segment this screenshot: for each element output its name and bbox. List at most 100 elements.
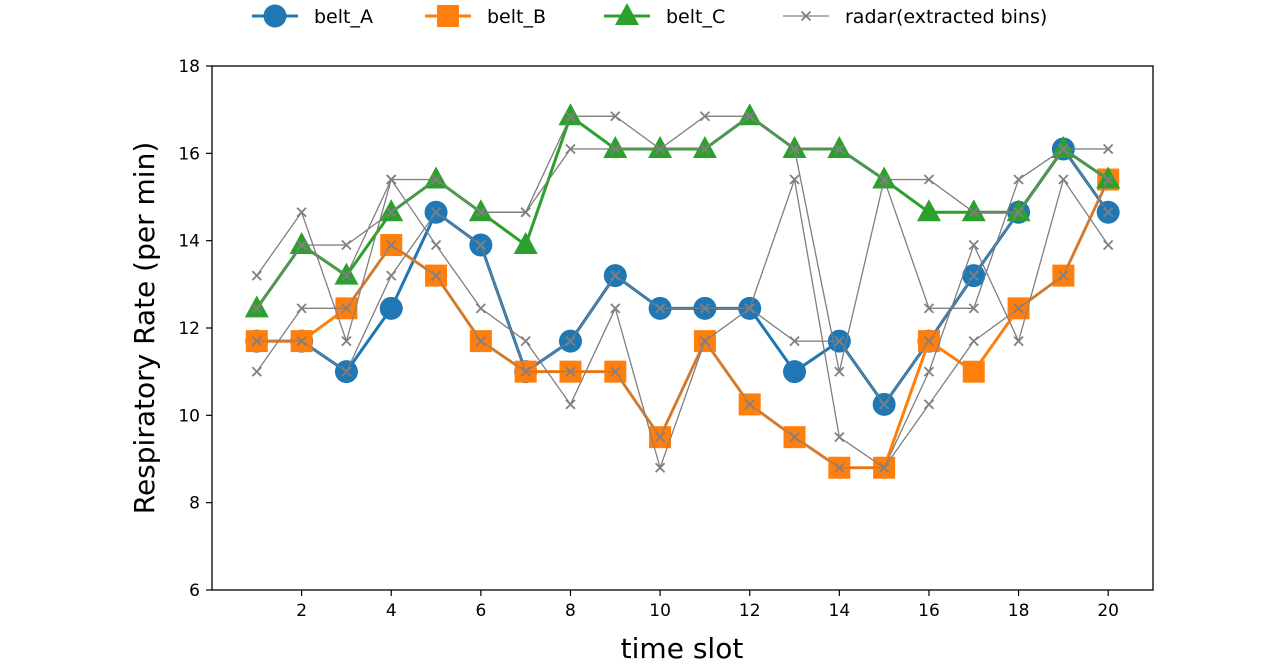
radar-point [430, 207, 442, 218]
x-tick-label: 8 [565, 601, 576, 621]
legend-swatch-marker [615, 3, 639, 25]
radar-point [565, 366, 576, 377]
radar-point [475, 303, 486, 314]
belt_C-point [916, 199, 941, 222]
y-tick-label: 16 [178, 144, 200, 164]
x-tick-label: 10 [649, 601, 671, 621]
radar-point [699, 303, 711, 314]
x-tick-label: 4 [386, 601, 397, 621]
radar-point [744, 111, 755, 122]
radar-point [296, 303, 307, 314]
radar-point [1013, 207, 1024, 218]
radar-point [296, 239, 307, 251]
radar-point [968, 303, 979, 314]
radar-point [1103, 143, 1114, 155]
belt-series [244, 103, 1121, 479]
radar-point [610, 303, 621, 314]
radar-point [1103, 207, 1114, 218]
legend-swatch-marker [263, 4, 287, 28]
belt_A-point [783, 360, 807, 384]
belt_C-point [782, 135, 807, 158]
belt_B-point [962, 360, 985, 383]
radar-point [834, 335, 845, 347]
x-tick-label: 18 [1008, 601, 1030, 621]
radar-point [744, 303, 755, 314]
radar-point [968, 239, 979, 251]
radar-point [565, 399, 576, 410]
radar-point [430, 270, 442, 281]
y-tick-label: 14 [178, 232, 200, 252]
radar-point [654, 143, 666, 155]
radar-point [923, 174, 935, 185]
radar-point [789, 432, 800, 443]
y-tick-label: 6 [189, 581, 200, 601]
legend-label: radar(extracted bins) [845, 6, 1047, 28]
belt_C-point [513, 232, 538, 255]
radar-point [1013, 303, 1024, 314]
radar-point [699, 335, 711, 347]
radar-point [834, 366, 845, 377]
radar-point [1013, 335, 1024, 347]
radar-point [475, 207, 486, 218]
radar-point [923, 399, 935, 410]
radar-point [610, 143, 621, 155]
x-tick-label: 12 [739, 601, 761, 621]
radar-point [923, 366, 935, 377]
x-axis-title: time slot [621, 632, 744, 664]
radar-point [789, 174, 800, 185]
legend-item-radar(extracted bins): radar(extracted bins) [783, 6, 1047, 28]
legend-label: belt_C [666, 6, 725, 28]
belt_C-point [1096, 166, 1121, 189]
series-belt_B [245, 168, 1120, 479]
radar-point [386, 239, 397, 251]
radar-point [968, 270, 979, 281]
axes: 2 4 6 8 10 12 14 16 18 20 6 8 10 12 14 16 18 [178, 57, 1119, 621]
y-tick-label: 10 [178, 406, 200, 426]
x-tick-label: 16 [918, 601, 940, 621]
radar-point [923, 303, 935, 314]
radar-point [251, 366, 262, 377]
belt_C-point [424, 166, 449, 189]
radar-point [341, 239, 352, 251]
legend-swatch-marker [437, 5, 459, 27]
radar-point [789, 143, 800, 155]
radar-point [699, 111, 711, 122]
radar-point [1103, 174, 1114, 185]
radar-point [654, 462, 666, 473]
radar-point [430, 239, 442, 251]
radar-point [610, 111, 621, 122]
y-tick-label: 18 [178, 57, 200, 77]
legend-label: belt_A [314, 6, 373, 28]
radar-point [1103, 239, 1114, 251]
radar-point [251, 270, 262, 281]
radar-point [744, 399, 755, 410]
radar-point [968, 335, 979, 347]
belt_C-point [648, 135, 673, 158]
y-axis-title: Respiratory Rate (per min) [128, 142, 161, 515]
x-tick-label: 20 [1097, 601, 1119, 621]
radar-point [923, 335, 935, 347]
radar-point [386, 207, 397, 218]
y-tick-label: 8 [189, 494, 200, 514]
x-tick-label: 14 [829, 601, 851, 621]
legend: belt_A belt_B belt_C radar(extracted bins) [252, 3, 1047, 28]
radar-point [654, 303, 666, 314]
belt_C-point [244, 295, 269, 318]
belt_C-point [692, 135, 717, 158]
radar-point [341, 366, 352, 377]
belt_C-point [961, 199, 986, 222]
radar-point [1058, 174, 1069, 185]
legend-label: belt_B [487, 6, 546, 28]
radar-point [699, 143, 711, 155]
radar-point [565, 111, 576, 122]
radar-point [879, 399, 890, 410]
radar-point [1013, 174, 1024, 185]
belt_C-point [737, 103, 762, 126]
legend-item-belt_C: belt_C [604, 3, 725, 28]
radar-overlay [251, 111, 1114, 473]
radar-overlay-line-2 [256, 179, 1109, 469]
radar-point [430, 174, 442, 185]
radar-point [610, 270, 621, 281]
radar-point [475, 239, 486, 251]
radar-point [610, 366, 621, 377]
